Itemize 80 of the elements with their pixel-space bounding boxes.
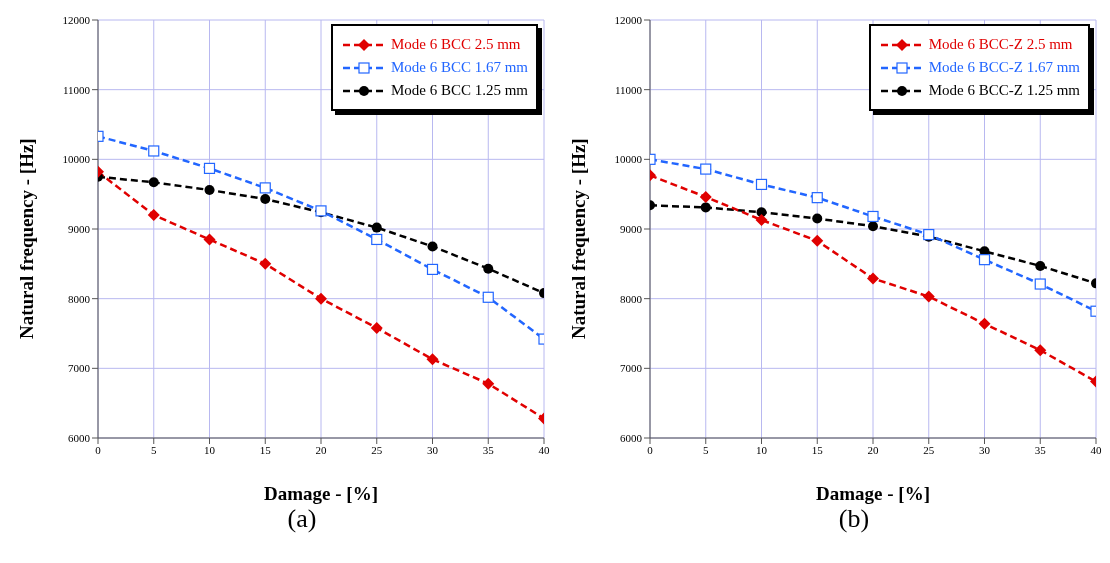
point — [203, 162, 216, 174]
point — [1034, 344, 1047, 357]
legend-label: Mode 6 BCC-Z 1.25 mm — [928, 82, 1080, 99]
point — [867, 210, 879, 223]
point — [483, 263, 494, 274]
point — [978, 317, 991, 330]
y-tick-label: 7000 — [68, 362, 91, 375]
point — [922, 290, 935, 303]
point — [482, 291, 494, 303]
y-tick-label: 11000 — [614, 83, 643, 96]
y-tick-label: 12000 — [614, 13, 643, 26]
y-tick-label: 6000 — [620, 431, 643, 444]
y-tick-label: 11000 — [62, 83, 91, 96]
x-tick-label: 10 — [756, 443, 768, 456]
point — [699, 190, 712, 203]
point — [1034, 278, 1046, 290]
point — [482, 377, 495, 390]
point — [259, 257, 272, 270]
x-tick-label: 25 — [923, 443, 935, 456]
point — [812, 213, 823, 224]
y-tick-label: 6000 — [68, 431, 91, 444]
point — [260, 194, 271, 205]
point — [426, 263, 439, 276]
x-tick-label: 5 — [151, 443, 157, 456]
point — [867, 272, 879, 285]
point — [1035, 260, 1046, 271]
point — [204, 184, 215, 195]
x-tick-label: 30 — [427, 443, 439, 456]
point — [811, 234, 824, 247]
point — [370, 321, 383, 334]
x-tick-label: 30 — [979, 443, 991, 456]
legend-label: Mode 6 BCC-Z 1.67 mm — [928, 59, 1080, 76]
point — [755, 178, 768, 191]
point — [811, 192, 823, 204]
point — [148, 177, 159, 188]
x-tick-label: 35 — [482, 443, 495, 456]
x-axis-title: Damage - [%] — [816, 483, 930, 504]
point — [203, 233, 216, 246]
x-tick-label: 20 — [867, 443, 879, 456]
y-axis-title: Natural frequency - [Hz] — [15, 138, 37, 339]
x-tick-label: 5 — [703, 443, 709, 456]
x-tick-label: 40 — [538, 443, 550, 456]
x-tick-label: 15 — [259, 443, 272, 456]
x-tick-label: 15 — [811, 443, 824, 456]
text: (a) — [286, 504, 318, 534]
x-axis-title: Damage - [%] — [264, 483, 378, 504]
point — [700, 202, 711, 213]
y-tick-label: 12000 — [62, 13, 91, 26]
legend-label: Mode 6 BCC 1.25 mm — [390, 82, 528, 99]
text: (b) — [837, 504, 871, 534]
point — [426, 353, 439, 366]
legend-label: Mode 6 BCC 1.67 mm — [390, 59, 528, 76]
point — [259, 182, 271, 194]
point — [978, 254, 991, 266]
y-tick-label: 8000 — [68, 292, 91, 305]
y-tick-label: 8000 — [620, 292, 643, 305]
point — [427, 241, 438, 252]
y-axis-title: Natural frequency - [Hz] — [567, 138, 589, 339]
x-tick-label: 10 — [204, 443, 216, 456]
point — [755, 213, 768, 226]
x-tick-label: 35 — [1034, 443, 1047, 456]
y-tick-label: 7000 — [620, 362, 643, 375]
point — [147, 209, 160, 222]
point — [868, 221, 878, 232]
y-tick-label: 9000 — [68, 222, 91, 235]
x-tick-label: 40 — [1090, 443, 1102, 456]
point — [700, 163, 712, 175]
y-tick-label: 9000 — [620, 222, 643, 235]
x-tick-label: 0 — [95, 443, 102, 456]
point — [315, 292, 327, 305]
point — [371, 222, 382, 233]
x-tick-label: 0 — [647, 443, 654, 456]
x-tick-label: 20 — [315, 443, 327, 456]
x-tick-label: 25 — [371, 443, 383, 456]
legend-label: Mode 6 BCC 2.5 mm — [390, 36, 521, 53]
point — [371, 233, 383, 246]
point — [148, 145, 160, 157]
legend-label: Mode 6 BCC-Z 2.5 mm — [928, 36, 1073, 53]
y-tick-label: 10000 — [614, 153, 643, 166]
y-tick-label: 10000 — [62, 153, 91, 166]
